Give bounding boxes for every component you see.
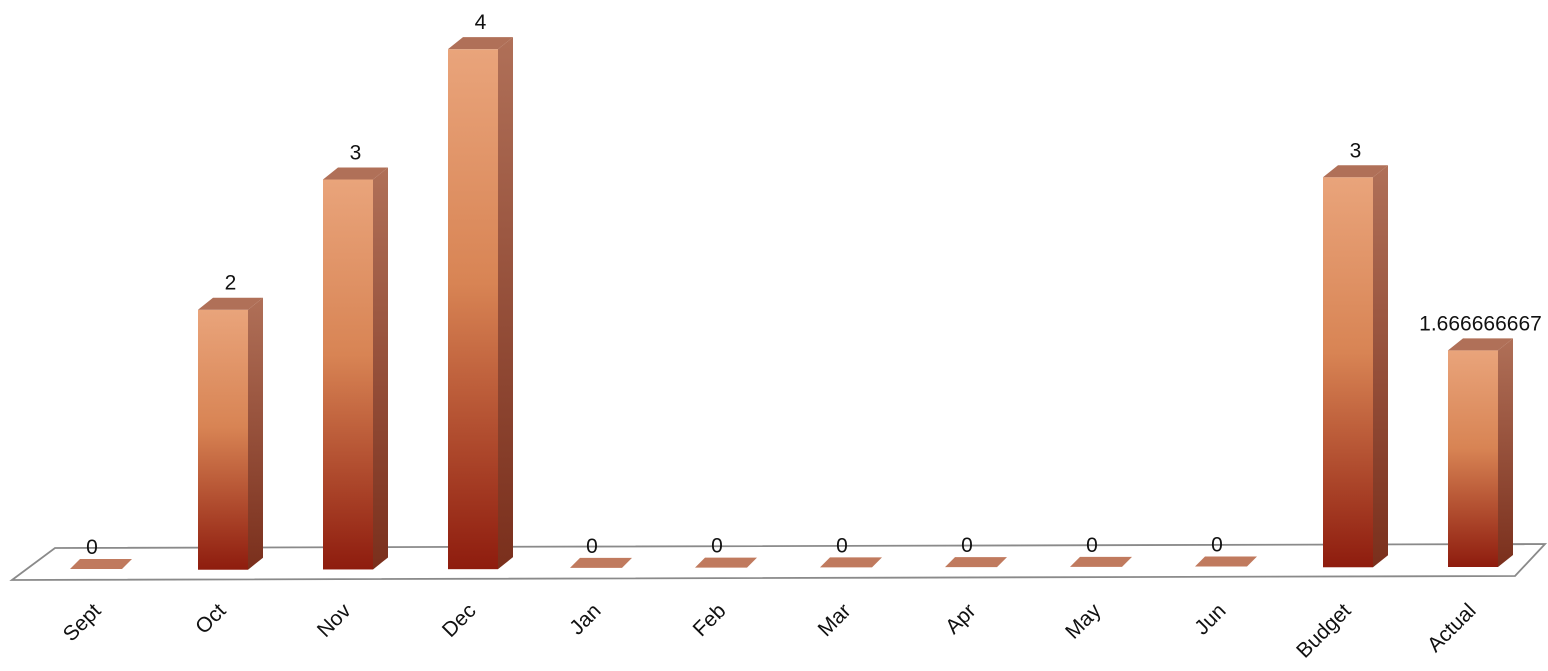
value-label-oct: 2: [225, 272, 237, 295]
bar-top-actual: [1448, 338, 1513, 351]
bar-top-dec: [448, 37, 513, 50]
bar-oct: [198, 297, 263, 570]
bar-nov: [323, 167, 388, 570]
x-tick-label-mar: Mar: [814, 599, 856, 641]
bar-front-budget: [1323, 177, 1373, 568]
bar-budget: [1323, 165, 1388, 568]
chart-floor: [9, 543, 1548, 581]
x-tick-label-feb: Feb: [689, 599, 731, 641]
bar-front-dec: [448, 49, 498, 570]
value-label-jun: 0: [1211, 534, 1223, 557]
bar-feb: [695, 557, 757, 568]
x-tick-label-dec: Dec: [438, 599, 481, 642]
value-label-dec: 4: [475, 11, 487, 34]
x-tick-label-jun: Jun: [1190, 599, 1230, 639]
bar-side-nov: [373, 167, 388, 570]
bar-top-budget: [1323, 165, 1388, 178]
bar-front-actual: [1448, 350, 1498, 567]
bar-may: [1070, 556, 1132, 567]
bar-top-nov: [323, 167, 388, 180]
bar-mar: [820, 557, 882, 568]
bar-apr: [945, 557, 1007, 568]
bar-side-oct: [248, 297, 263, 570]
value-label-may: 0: [1086, 534, 1098, 557]
bar-actual: [1448, 338, 1513, 567]
x-tick-label-apr: Apr: [941, 599, 980, 638]
bar-top-oct: [198, 297, 263, 310]
bars-layer: [70, 37, 1513, 570]
bar-jun: [1195, 556, 1257, 567]
bar-side-budget: [1373, 165, 1388, 568]
bar-sept: [70, 559, 132, 569]
value-label-mar: 0: [836, 534, 848, 557]
labels-layer: 0 Sept 2 Oct 3 Nov 4 Dec 0 Jan 0 Feb 0 Mar 0 Apr 0 May 0 Ju…: [59, 11, 1542, 662]
bar-dec: [448, 37, 513, 570]
x-tick-label-may: May: [1061, 599, 1106, 644]
bar-jan: [570, 557, 632, 568]
value-label-budget: 3: [1350, 139, 1362, 162]
x-tick-label-nov: Nov: [313, 599, 356, 642]
value-label-feb: 0: [711, 535, 723, 558]
x-tick-label-oct: Oct: [191, 599, 230, 638]
value-label-jan: 0: [586, 535, 598, 558]
bar-side-dec: [498, 37, 513, 570]
x-tick-label-actual: Actual: [1423, 599, 1481, 657]
value-label-actual: 1.666666667: [1419, 312, 1542, 335]
x-tick-label-sept: Sept: [59, 599, 106, 646]
value-label-apr: 0: [961, 534, 973, 557]
x-tick-label-jan: Jan: [565, 599, 605, 639]
bar-side-actual: [1498, 338, 1513, 567]
x-tick-label-budget: Budget: [1292, 599, 1355, 662]
bar-front-nov: [323, 179, 373, 570]
value-label-sept: 0: [86, 536, 98, 559]
value-label-nov: 3: [350, 141, 362, 164]
bar-front-oct: [198, 309, 248, 570]
